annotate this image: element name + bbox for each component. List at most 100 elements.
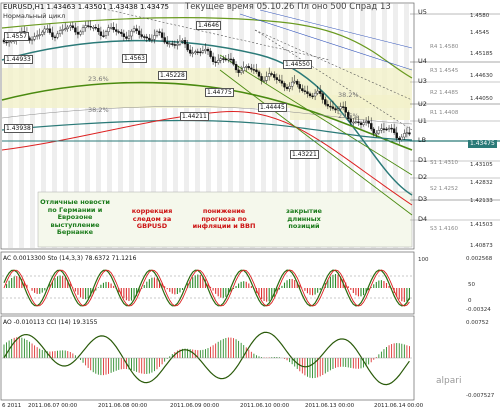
candle-body xyxy=(275,77,279,80)
annotation-box xyxy=(37,191,413,248)
candle-body xyxy=(176,43,179,46)
candle-body xyxy=(229,58,233,61)
session-stripe xyxy=(294,4,299,248)
candle-body xyxy=(171,43,174,45)
candle-body xyxy=(219,58,222,61)
candle-body xyxy=(102,35,105,37)
candle-body xyxy=(349,118,352,123)
candle-body xyxy=(273,74,276,78)
candle-body xyxy=(405,132,409,134)
session-stripe xyxy=(217,4,222,248)
candle-body xyxy=(86,25,90,27)
candle-body xyxy=(303,90,307,92)
candle-body xyxy=(173,44,177,46)
level-u1: U1 xyxy=(418,117,427,125)
candle-body xyxy=(227,58,230,61)
fib-label: 38.2% xyxy=(88,106,109,114)
trend-line xyxy=(259,9,413,49)
candle-body xyxy=(168,43,171,45)
candle-body xyxy=(214,61,217,63)
session-stripe xyxy=(63,4,68,248)
price-axis-label: 1.44050 xyxy=(470,96,493,102)
fib-label: 38.2% xyxy=(338,91,359,99)
session-stripe xyxy=(184,4,189,248)
candle-body xyxy=(30,39,34,41)
price-label: 1.4646 xyxy=(196,21,221,30)
candle-body xyxy=(357,121,360,124)
fib-label: 23.6% xyxy=(88,75,109,83)
level-d4: D4 xyxy=(418,215,428,223)
candle-body xyxy=(234,64,238,71)
candle-body xyxy=(341,106,345,108)
candle-body xyxy=(76,31,80,35)
candle-body xyxy=(158,31,161,33)
candle-body xyxy=(364,120,368,123)
candle-body xyxy=(354,121,358,123)
candle-body xyxy=(74,27,77,33)
candle-body xyxy=(145,36,149,39)
candle-body xyxy=(38,34,41,36)
candle-body xyxy=(250,67,253,70)
candle-body xyxy=(324,99,327,105)
price-axis-label: 1.4545 xyxy=(470,30,490,36)
candle-body xyxy=(242,67,245,72)
candle-body xyxy=(104,31,108,37)
candle-body xyxy=(321,93,324,100)
candle-body xyxy=(165,41,169,44)
time-axis-label: 6 2011 xyxy=(2,403,22,409)
candle-body xyxy=(41,31,44,35)
trend-line xyxy=(219,69,413,216)
candle-body xyxy=(66,26,69,30)
candle-body xyxy=(191,52,194,55)
candle-body xyxy=(400,136,403,140)
candle-body xyxy=(370,123,373,130)
candle-body xyxy=(7,41,11,43)
s2-label: S2 1.4252 xyxy=(430,186,458,192)
price-label: 1.44550 xyxy=(283,60,312,69)
candle-body xyxy=(53,36,57,39)
ao-axis-label: -0.007527 xyxy=(466,393,495,399)
candle-body xyxy=(51,32,54,38)
candle-body xyxy=(395,132,398,139)
candle-body xyxy=(239,70,243,73)
candle-body xyxy=(313,92,317,97)
candle-body xyxy=(194,51,197,54)
fan-line xyxy=(254,29,413,131)
candle-body xyxy=(84,25,87,28)
candle-body xyxy=(150,39,154,41)
session-stripe xyxy=(195,4,200,248)
ao-panel-title: AO -0.010113 CCI (14) 19.3155 xyxy=(3,319,98,326)
candle-body xyxy=(79,31,82,35)
candle-body xyxy=(107,27,110,32)
session-stripe xyxy=(327,4,332,248)
candle-body xyxy=(359,122,363,125)
session-stripe xyxy=(74,4,79,248)
candle-body xyxy=(122,33,126,37)
price-label: 1.43221 xyxy=(290,150,319,159)
candle-body xyxy=(334,108,337,111)
price-label: 1.43938 xyxy=(4,124,33,133)
candle-body xyxy=(89,26,92,28)
candle-body xyxy=(392,128,396,134)
candle-body xyxy=(257,71,261,77)
price-label: 1.44211 xyxy=(180,112,209,121)
candle-body xyxy=(367,120,370,124)
candle-body xyxy=(140,34,143,37)
candle-body xyxy=(155,31,159,36)
candle-body xyxy=(117,31,120,33)
candle-body xyxy=(377,130,381,134)
candle-body xyxy=(288,86,291,90)
candle-body xyxy=(5,41,8,44)
level-d2: D2 xyxy=(418,173,428,181)
candle-body xyxy=(137,30,141,35)
candle-body xyxy=(296,80,299,85)
candle-body xyxy=(344,106,347,113)
candle-body xyxy=(211,56,215,62)
candle-body xyxy=(329,105,332,108)
candle-body xyxy=(387,127,391,130)
candle-body xyxy=(260,76,263,81)
candle-body xyxy=(196,51,200,53)
candle-body xyxy=(209,50,212,57)
session-stripe xyxy=(305,4,310,248)
symbol-header: EURUSD,H1 1.43463 1.43501 1.43438 1.4347… xyxy=(3,3,169,11)
